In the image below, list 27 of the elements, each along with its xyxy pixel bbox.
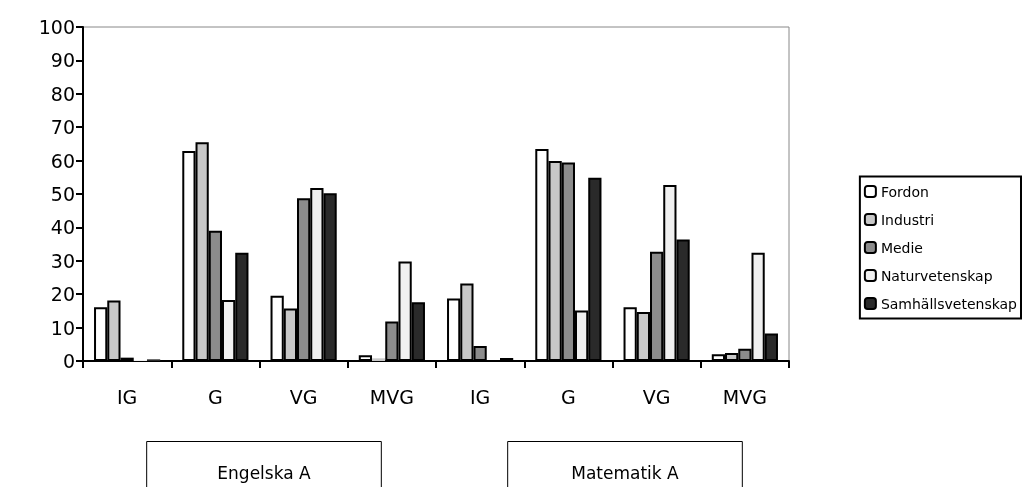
text: Matematik A	[571, 462, 680, 483]
y-tick-label: 80	[50, 82, 75, 105]
x-tick-label: IG	[469, 385, 491, 408]
x-tick-label: G	[561, 385, 576, 408]
x-tick-label: VG	[642, 385, 671, 408]
y-tick-label: 30	[50, 249, 75, 272]
y-tick-label: 50	[50, 183, 75, 205]
y-tick-label: 40	[50, 216, 75, 239]
y-tick-label: 100	[38, 16, 75, 38]
text: Engelska A	[217, 462, 312, 483]
bar	[372, 358, 386, 361]
legend-label: Medie	[880, 239, 923, 256]
x-tick-label: G	[208, 385, 223, 408]
legend-label: Naturvetenskap	[880, 267, 993, 284]
x-tick-label: IG	[116, 385, 138, 408]
y-tick-label: 60	[50, 149, 75, 172]
y-tick-label: 20	[50, 283, 75, 306]
legend-label: Fordon	[880, 183, 929, 200]
x-tick-label: MVG	[369, 385, 414, 408]
legend-label: Samhällsvetenskap	[880, 295, 1018, 312]
x-tick-label: MVG	[722, 385, 767, 408]
legend-label: Industri	[880, 211, 935, 228]
x-tick-label: VG	[289, 385, 318, 408]
y-tick-label: 10	[50, 316, 75, 339]
y-tick-label: 70	[50, 116, 75, 139]
y-tick-label: 0	[62, 350, 75, 372]
y-tick-label: 90	[50, 49, 75, 72]
